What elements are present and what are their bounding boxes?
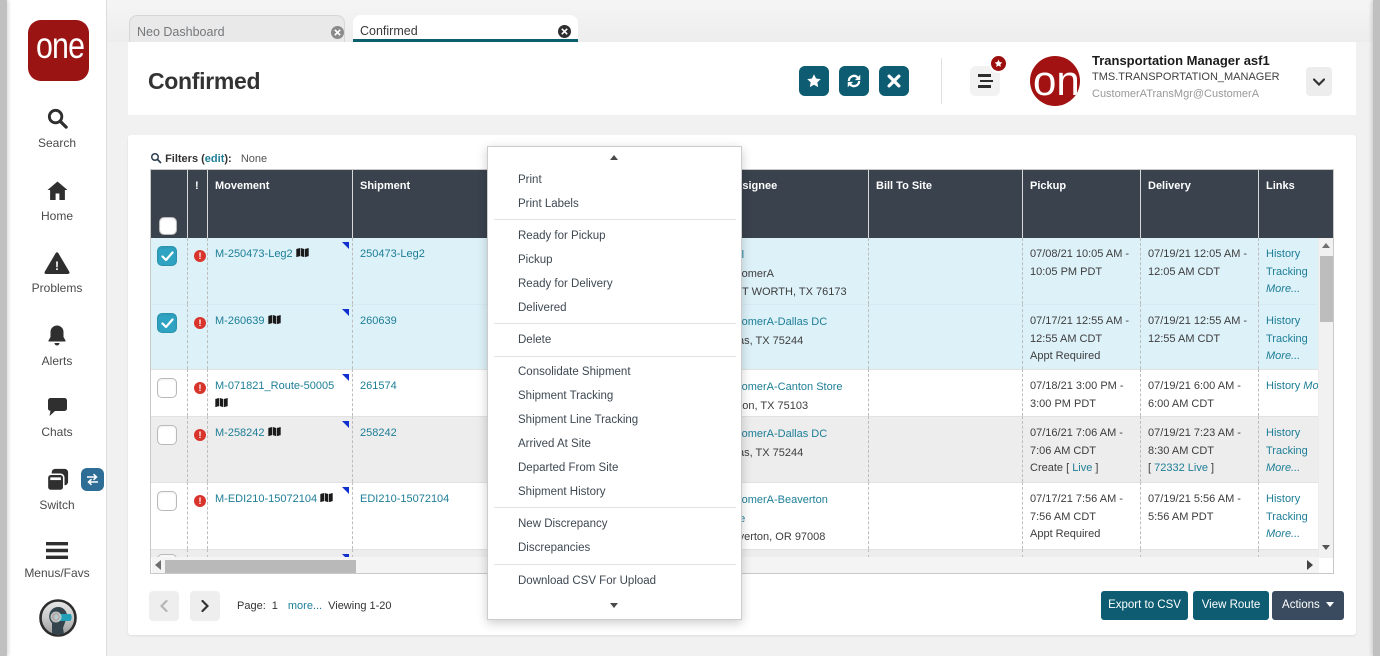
svg-text:!: !	[55, 259, 59, 273]
